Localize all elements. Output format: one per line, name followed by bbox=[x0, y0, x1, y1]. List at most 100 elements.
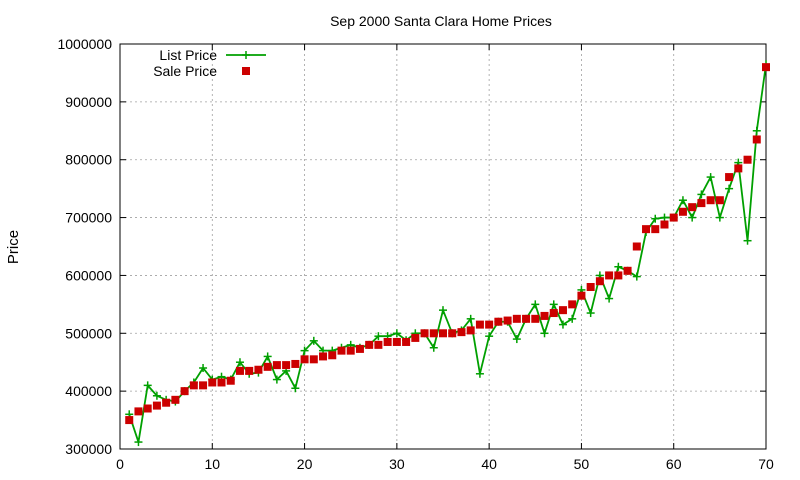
sale-price-point bbox=[235, 366, 244, 375]
sale-price-point bbox=[328, 351, 337, 360]
sale-price-point bbox=[180, 387, 189, 396]
sale-price-point bbox=[503, 316, 512, 325]
list-price-point bbox=[725, 184, 734, 193]
sale-price-point bbox=[245, 366, 254, 375]
sale-price-point bbox=[208, 378, 217, 387]
x-tick-label: 30 bbox=[389, 456, 405, 472]
list-price-point bbox=[660, 213, 669, 222]
sale-price-point bbox=[531, 314, 540, 323]
chart-title: Sep 2000 Santa Clara Home Prices bbox=[330, 13, 552, 29]
sale-price-point bbox=[512, 314, 521, 323]
sale-price-point bbox=[457, 328, 466, 337]
sale-price-point bbox=[319, 352, 328, 361]
sale-price-point bbox=[199, 381, 208, 390]
x-tick-label: 10 bbox=[204, 456, 220, 472]
x-tick-label: 40 bbox=[481, 456, 497, 472]
sale-price-point bbox=[365, 340, 374, 349]
list-price-point bbox=[466, 314, 475, 323]
sale-price-point bbox=[568, 300, 577, 309]
x-tick-label: 0 bbox=[116, 456, 124, 472]
sale-price-point bbox=[715, 196, 724, 205]
list-price-point bbox=[651, 214, 660, 223]
list-price-point bbox=[134, 438, 143, 447]
list-price-point bbox=[688, 213, 697, 222]
list-price-point bbox=[235, 358, 244, 367]
sale-price-point bbox=[152, 401, 161, 410]
sale-price-point bbox=[402, 337, 411, 346]
list-price-point bbox=[531, 300, 540, 309]
series-sale-price bbox=[125, 63, 770, 425]
sale-price-point bbox=[549, 309, 558, 318]
legend-symbol-list-price bbox=[226, 51, 266, 59]
sale-price-point bbox=[660, 220, 669, 229]
sale-price-point bbox=[651, 225, 660, 234]
sale-price-point bbox=[475, 320, 484, 329]
sale-price-point bbox=[688, 203, 697, 212]
sale-price-point bbox=[263, 362, 272, 371]
sale-price-point bbox=[439, 329, 447, 338]
sale-price-point bbox=[642, 225, 651, 234]
list-price-point bbox=[512, 335, 521, 344]
sale-price-point bbox=[125, 416, 134, 425]
sale-price-point bbox=[466, 326, 475, 335]
y-tick-label: 400000 bbox=[65, 383, 112, 399]
list-price-point bbox=[300, 346, 309, 355]
sale-price-point bbox=[171, 395, 180, 404]
list-price-point bbox=[715, 213, 724, 222]
sale-price-point bbox=[392, 337, 401, 346]
list-price-point bbox=[143, 381, 152, 390]
list-price-point bbox=[632, 272, 641, 281]
list-price-point bbox=[429, 343, 438, 352]
sale-price-point bbox=[605, 271, 614, 280]
sale-price-point bbox=[411, 333, 420, 342]
sale-price-point bbox=[448, 329, 457, 338]
list-price-point bbox=[605, 294, 614, 303]
sale-price-point bbox=[420, 329, 429, 338]
list-price-point bbox=[558, 320, 567, 329]
y-axis-label: Price bbox=[5, 230, 22, 264]
list-price-point bbox=[392, 329, 401, 338]
list-price-point bbox=[568, 314, 577, 323]
list-price-point bbox=[439, 306, 447, 315]
series-list-price bbox=[125, 60, 770, 447]
list-price-point bbox=[743, 236, 752, 245]
sale-price-point bbox=[217, 378, 226, 387]
sale-price-point bbox=[134, 407, 143, 416]
sale-price-point bbox=[291, 359, 300, 368]
list-price-point bbox=[291, 384, 300, 393]
list-price-point bbox=[272, 375, 281, 384]
sale-price-point bbox=[678, 207, 687, 216]
y-tick-label: 700000 bbox=[65, 210, 112, 226]
sale-price-point bbox=[752, 135, 761, 144]
sale-price-point bbox=[623, 266, 632, 275]
x-tick-label: 50 bbox=[574, 456, 590, 472]
legend-plus-marker bbox=[242, 51, 250, 59]
sale-price-point bbox=[282, 361, 291, 370]
sale-price-point bbox=[697, 199, 706, 208]
list-price-point bbox=[152, 391, 161, 400]
sale-price-point bbox=[494, 317, 503, 326]
x-tick-label: 70 bbox=[758, 456, 774, 472]
sale-price-point bbox=[226, 376, 235, 385]
list-price-point bbox=[614, 262, 623, 271]
legend-symbol-sale-price bbox=[242, 67, 250, 75]
legend: List Price Sale Price bbox=[153, 47, 266, 79]
legend-square-marker bbox=[242, 67, 250, 75]
sale-price-point bbox=[429, 329, 438, 338]
sale-price-point bbox=[162, 398, 171, 407]
sale-price-point bbox=[309, 355, 318, 364]
plot-frame bbox=[119, 43, 767, 450]
sale-price-point bbox=[522, 314, 531, 323]
sale-price-point bbox=[725, 173, 734, 182]
sale-price-point bbox=[743, 155, 752, 164]
legend-label-sale-price: Sale Price bbox=[153, 63, 217, 79]
y-tick-label: 900000 bbox=[65, 94, 112, 110]
sale-price-point bbox=[706, 196, 715, 205]
sale-price-point bbox=[300, 355, 309, 364]
list-price-point bbox=[752, 126, 761, 135]
sale-price-point bbox=[734, 164, 743, 173]
list-price-point bbox=[540, 329, 549, 338]
y-tick-label: 800000 bbox=[65, 152, 112, 168]
y-tick-label: 500000 bbox=[65, 325, 112, 341]
